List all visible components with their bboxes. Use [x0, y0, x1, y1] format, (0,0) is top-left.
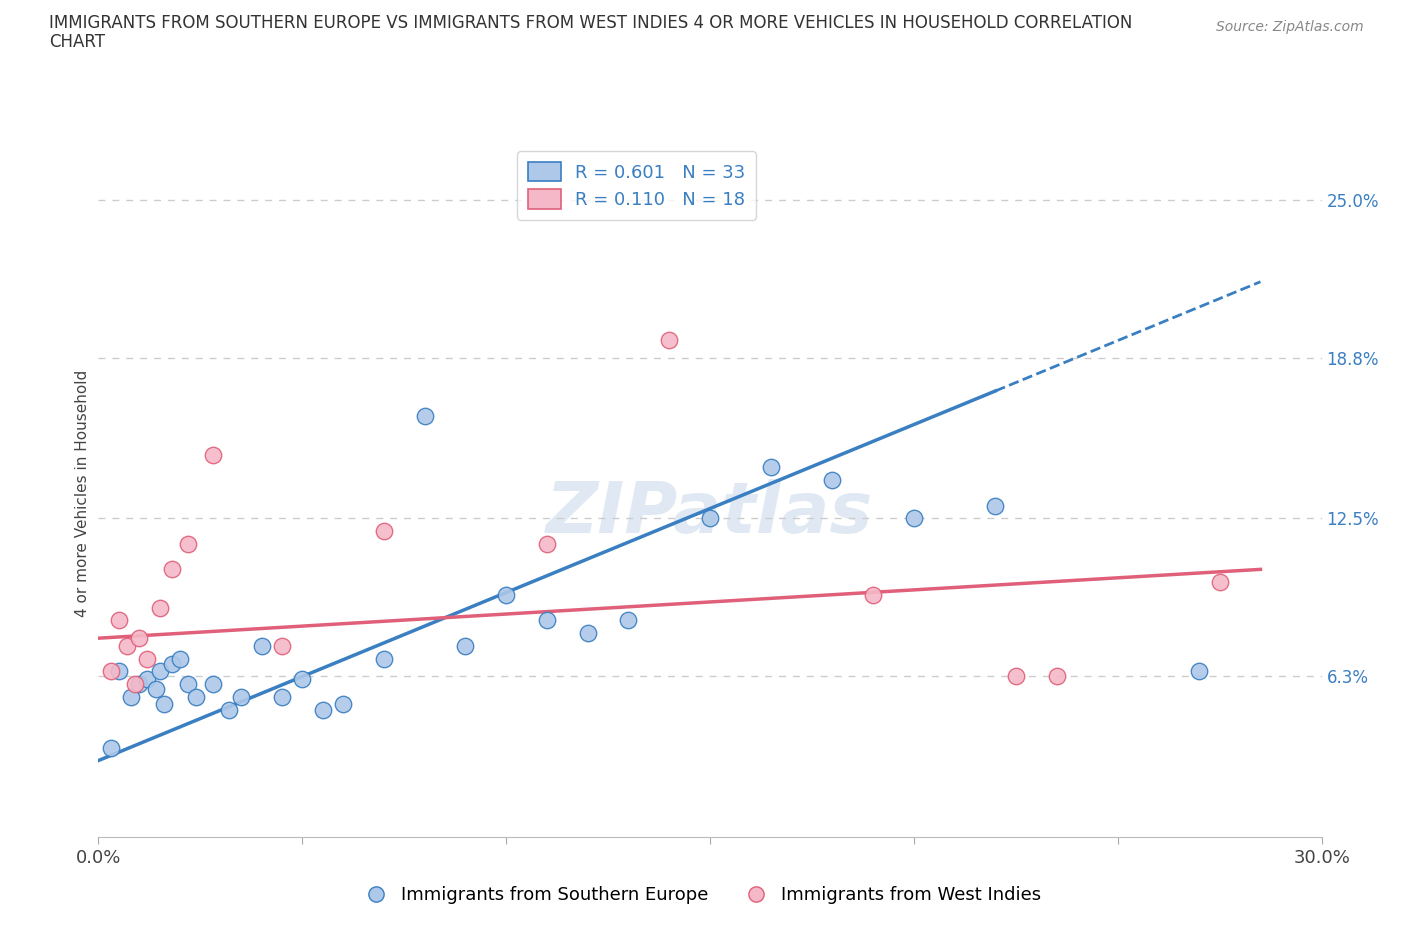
Point	[984, 498, 1007, 513]
Point	[1188, 664, 1211, 679]
Point	[862, 588, 884, 603]
Point	[699, 511, 721, 525]
Point	[186, 689, 208, 704]
Point	[160, 657, 183, 671]
Point	[145, 682, 167, 697]
Point	[169, 651, 191, 666]
Legend: Immigrants from Southern Europe, Immigrants from West Indies: Immigrants from Southern Europe, Immigra…	[359, 879, 1047, 911]
Point	[536, 613, 558, 628]
Point	[128, 677, 150, 692]
Point	[903, 511, 925, 525]
Text: CHART: CHART	[49, 33, 105, 50]
Point	[201, 447, 224, 462]
Point	[1208, 575, 1232, 590]
Point	[1004, 669, 1026, 684]
Point	[177, 537, 200, 551]
Point	[291, 671, 314, 686]
Point	[128, 631, 150, 645]
Y-axis label: 4 or more Vehicles in Household: 4 or more Vehicles in Household	[75, 369, 90, 617]
Point	[201, 677, 224, 692]
Point	[149, 664, 172, 679]
Point	[177, 677, 200, 692]
Text: IMMIGRANTS FROM SOUTHERN EUROPE VS IMMIGRANTS FROM WEST INDIES 4 OR MORE VEHICLE: IMMIGRANTS FROM SOUTHERN EUROPE VS IMMIG…	[49, 14, 1133, 32]
Point	[108, 664, 131, 679]
Point	[231, 689, 253, 704]
Text: ZIPatlas: ZIPatlas	[547, 479, 873, 548]
Point	[136, 671, 159, 686]
Point	[373, 524, 395, 538]
Point	[759, 460, 782, 475]
Point	[617, 613, 640, 628]
Point	[149, 600, 172, 615]
Point	[332, 697, 354, 711]
Point	[658, 333, 681, 348]
Point	[270, 689, 294, 704]
Point	[495, 588, 517, 603]
Point	[454, 638, 477, 653]
Point	[160, 562, 183, 577]
Text: Source: ZipAtlas.com: Source: ZipAtlas.com	[1216, 20, 1364, 34]
Point	[270, 638, 294, 653]
Point	[152, 697, 174, 711]
Point	[312, 702, 335, 717]
Point	[136, 651, 159, 666]
Point	[536, 537, 558, 551]
Point	[115, 638, 138, 653]
Point	[373, 651, 395, 666]
Point	[250, 638, 273, 653]
Point	[821, 472, 844, 487]
Point	[413, 409, 436, 424]
Point	[124, 677, 146, 692]
Point	[100, 664, 122, 679]
Point	[108, 613, 131, 628]
Point	[100, 740, 122, 755]
Point	[120, 689, 142, 704]
Point	[1045, 669, 1069, 684]
Point	[218, 702, 240, 717]
Point	[576, 626, 599, 641]
Legend: R = 0.601   N = 33, R = 0.110   N = 18: R = 0.601 N = 33, R = 0.110 N = 18	[517, 151, 756, 219]
